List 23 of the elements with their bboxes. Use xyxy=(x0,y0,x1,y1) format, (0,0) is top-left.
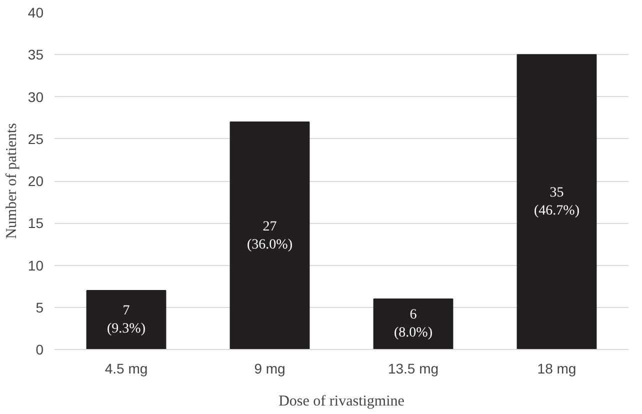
y-tick-label: 40 xyxy=(28,4,44,20)
y-tick-label: 35 xyxy=(28,46,44,63)
x-tick-label: 13.5 mg xyxy=(388,360,439,376)
x-tick-label: 4.5 mg xyxy=(104,360,148,376)
x-tick-label: 9 mg xyxy=(254,360,286,376)
x-tick-label: 18 mg xyxy=(537,360,576,376)
bar xyxy=(516,54,597,350)
y-tick-label: 5 xyxy=(36,299,44,316)
y-tick-label: 25 xyxy=(28,130,44,147)
y-tick-label: 30 xyxy=(28,88,44,105)
data-label: 6 (8.0%) xyxy=(394,308,433,341)
y-tick-label: 10 xyxy=(28,257,44,274)
y-axis-title: Number of patients xyxy=(4,122,20,239)
bar xyxy=(373,298,454,350)
data-label: 7 (9.3%) xyxy=(107,304,146,337)
y-tick-label: 0 xyxy=(36,342,44,358)
x-axis-title: Dose of rivastigmine xyxy=(278,394,405,410)
data-label: 27 (36.0%) xyxy=(247,219,293,252)
bar xyxy=(230,122,310,350)
bar xyxy=(86,290,166,350)
y-tick-label: 15 xyxy=(28,215,44,232)
y-tick-label: 20 xyxy=(28,173,44,189)
data-label: 35 (46.7%) xyxy=(534,186,580,219)
